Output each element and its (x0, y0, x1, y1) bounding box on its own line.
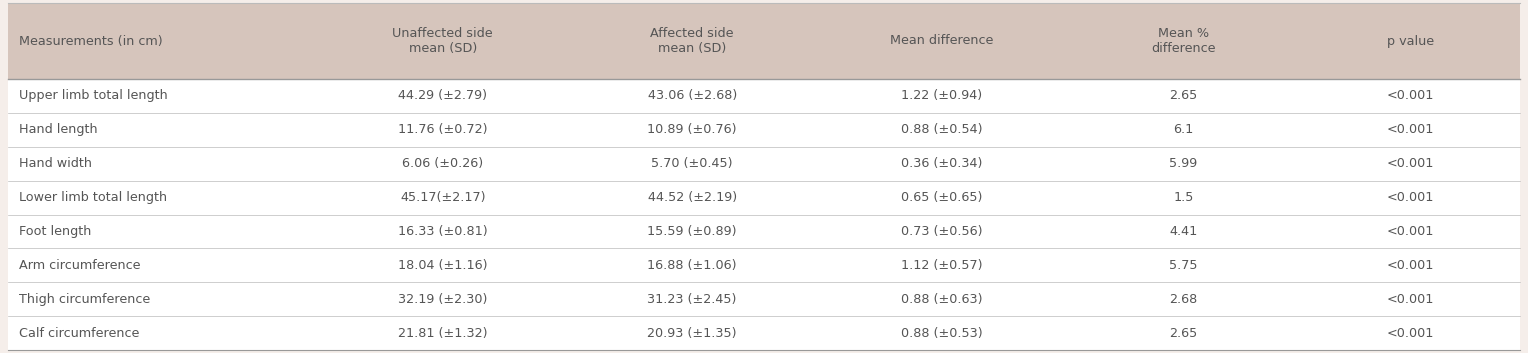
Text: Mean difference: Mean difference (889, 35, 993, 48)
Text: <0.001: <0.001 (1387, 191, 1435, 204)
Text: 0.88 (±0.53): 0.88 (±0.53) (902, 327, 983, 340)
Text: Unaffected side
mean (SD): Unaffected side mean (SD) (393, 27, 494, 55)
Bar (8, 215, 1520, 249)
Text: Arm circumference: Arm circumference (18, 259, 141, 272)
Text: <0.001: <0.001 (1387, 293, 1435, 306)
Text: 44.52 (±2.19): 44.52 (±2.19) (648, 191, 736, 204)
Text: Upper limb total length: Upper limb total length (18, 89, 168, 102)
Text: 0.73 (±0.56): 0.73 (±0.56) (902, 225, 983, 238)
Text: 32.19 (±2.30): 32.19 (±2.30) (397, 293, 487, 306)
Text: <0.001: <0.001 (1387, 89, 1435, 102)
Text: <0.001: <0.001 (1387, 225, 1435, 238)
Bar (8, 249, 1520, 282)
Text: Thigh circumference: Thigh circumference (18, 293, 150, 306)
Text: Measurements (in cm): Measurements (in cm) (18, 35, 162, 48)
Text: Hand width: Hand width (18, 157, 92, 170)
Text: 15.59 (±0.89): 15.59 (±0.89) (648, 225, 736, 238)
Text: <0.001: <0.001 (1387, 157, 1435, 170)
Text: 1.22 (±0.94): 1.22 (±0.94) (902, 89, 983, 102)
Text: <0.001: <0.001 (1387, 123, 1435, 136)
Text: 2.68: 2.68 (1169, 293, 1198, 306)
Text: 11.76 (±0.72): 11.76 (±0.72) (397, 123, 487, 136)
Text: 43.06 (±2.68): 43.06 (±2.68) (648, 89, 736, 102)
Bar (8, 3, 1520, 79)
Text: 0.88 (±0.54): 0.88 (±0.54) (902, 123, 983, 136)
Text: 2.65: 2.65 (1169, 327, 1198, 340)
Text: 0.65 (±0.65): 0.65 (±0.65) (902, 191, 983, 204)
Bar (8, 113, 1520, 147)
Text: 16.88 (±1.06): 16.88 (±1.06) (648, 259, 736, 272)
Text: 1.5: 1.5 (1174, 191, 1193, 204)
Text: <0.001: <0.001 (1387, 327, 1435, 340)
Text: 5.75: 5.75 (1169, 259, 1198, 272)
Text: Affected side
mean (SD): Affected side mean (SD) (651, 27, 733, 55)
Text: 10.89 (±0.76): 10.89 (±0.76) (648, 123, 736, 136)
Text: 6.06 (±0.26): 6.06 (±0.26) (402, 157, 483, 170)
Text: 44.29 (±2.79): 44.29 (±2.79) (399, 89, 487, 102)
Text: 31.23 (±2.45): 31.23 (±2.45) (648, 293, 736, 306)
Bar (8, 147, 1520, 181)
Bar (8, 282, 1520, 316)
Text: 5.99: 5.99 (1169, 157, 1198, 170)
Text: 18.04 (±1.16): 18.04 (±1.16) (397, 259, 487, 272)
Text: 45.17(±2.17): 45.17(±2.17) (400, 191, 486, 204)
Text: 21.81 (±1.32): 21.81 (±1.32) (397, 327, 487, 340)
Text: 5.70 (±0.45): 5.70 (±0.45) (651, 157, 733, 170)
Text: 2.65: 2.65 (1169, 89, 1198, 102)
Text: Hand length: Hand length (18, 123, 98, 136)
Text: 16.33 (±0.81): 16.33 (±0.81) (397, 225, 487, 238)
Text: p value: p value (1387, 35, 1433, 48)
Bar (8, 181, 1520, 215)
Text: Foot length: Foot length (18, 225, 92, 238)
Text: Calf circumference: Calf circumference (18, 327, 139, 340)
Text: <0.001: <0.001 (1387, 259, 1435, 272)
Bar (8, 316, 1520, 350)
Text: 0.88 (±0.63): 0.88 (±0.63) (902, 293, 983, 306)
Text: 4.41: 4.41 (1169, 225, 1198, 238)
Bar (8, 79, 1520, 113)
Text: 6.1: 6.1 (1174, 123, 1193, 136)
Text: 20.93 (±1.35): 20.93 (±1.35) (648, 327, 736, 340)
Text: 1.12 (±0.57): 1.12 (±0.57) (902, 259, 983, 272)
Text: 0.36 (±0.34): 0.36 (±0.34) (902, 157, 983, 170)
Text: Lower limb total length: Lower limb total length (18, 191, 167, 204)
Text: Mean %
difference: Mean % difference (1151, 27, 1216, 55)
